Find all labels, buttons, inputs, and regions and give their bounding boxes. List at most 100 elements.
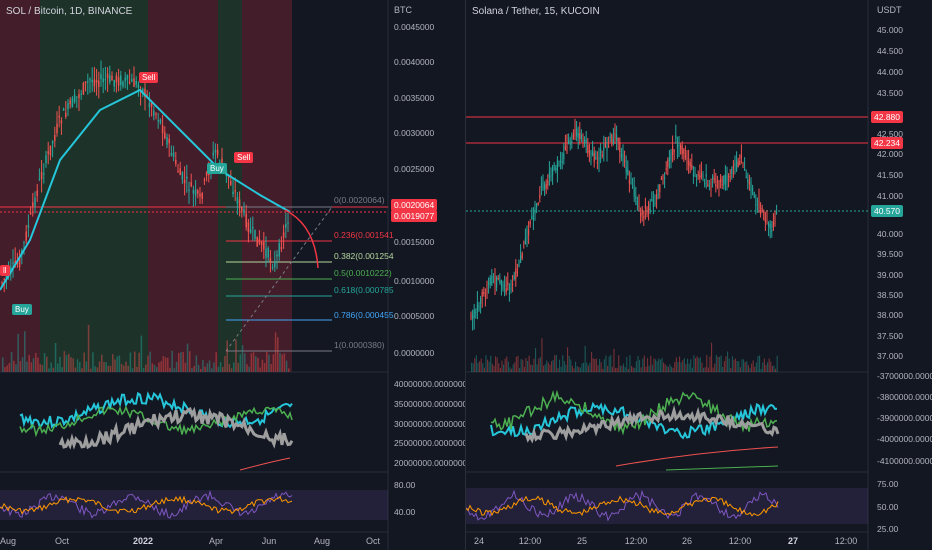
volume-bar xyxy=(699,357,701,372)
volume-bar xyxy=(213,362,215,372)
volume-bar xyxy=(215,352,217,372)
volume-bar xyxy=(239,354,242,372)
volume-bar xyxy=(8,362,11,372)
right-price-label: 38.000 xyxy=(877,310,903,320)
volume-bar xyxy=(482,362,484,372)
volume-bar xyxy=(107,365,110,372)
volume-bar xyxy=(288,368,290,372)
volume-bar xyxy=(730,367,732,372)
volume-bar xyxy=(579,367,581,372)
right-ind-label: -4000000.0000000 xyxy=(877,434,932,444)
volume-bar xyxy=(770,361,772,372)
indicator-step-line xyxy=(524,405,780,444)
volume-bar xyxy=(736,361,738,372)
volume-bar xyxy=(147,355,149,372)
volume-bar xyxy=(114,359,116,372)
candle-body xyxy=(752,187,754,192)
volume-bar xyxy=(109,365,112,372)
volume-bar xyxy=(490,355,492,372)
candle-body xyxy=(520,255,522,263)
volume-bar xyxy=(696,356,698,372)
candle-body xyxy=(689,162,691,167)
volume-bar xyxy=(544,364,546,372)
volume-bar xyxy=(167,357,169,372)
candle-body xyxy=(497,278,499,280)
candle-body xyxy=(705,174,707,177)
candle-body xyxy=(473,309,475,318)
volume-bar xyxy=(506,356,508,372)
volume-bar xyxy=(94,366,96,372)
right-time-label: 12:00 xyxy=(624,536,648,546)
candle-body xyxy=(476,302,478,312)
candle-body xyxy=(745,176,747,178)
volume-bar xyxy=(281,354,283,372)
right-price-label: 42.500 xyxy=(877,129,903,139)
candle-body xyxy=(606,147,608,151)
volume-bar xyxy=(693,355,695,372)
candle-body xyxy=(201,193,203,199)
volume-bar xyxy=(632,367,634,372)
candle-body xyxy=(65,112,67,117)
candle-body xyxy=(126,75,129,80)
volume-bar xyxy=(277,337,279,372)
volume-bar xyxy=(757,356,759,372)
candle-body xyxy=(571,141,573,143)
volume-bar xyxy=(24,331,26,372)
candle-body xyxy=(157,120,159,122)
volume-bar xyxy=(715,355,717,372)
volume-bar xyxy=(555,355,557,372)
candle-body xyxy=(636,200,638,206)
volume-bar xyxy=(41,365,44,372)
volume-bar xyxy=(539,357,541,372)
candle-body xyxy=(756,200,758,202)
volume-bar xyxy=(687,358,689,372)
candle-body xyxy=(739,160,741,166)
candle-body xyxy=(534,208,536,215)
volume-bar xyxy=(706,355,708,372)
volume-bar xyxy=(514,362,516,372)
volume-bar xyxy=(208,360,211,372)
volume-bar xyxy=(746,361,748,372)
volume-bar xyxy=(59,356,61,372)
volume-bar xyxy=(538,358,540,372)
volume-bar xyxy=(587,365,589,372)
volume-bar xyxy=(68,353,70,372)
fib-level-0236: 0.236(0.001541 xyxy=(334,230,394,240)
volume-bar xyxy=(63,351,66,372)
right-chart-canvas[interactable] xyxy=(466,0,932,550)
projection-arrow xyxy=(284,209,319,269)
volume-bar xyxy=(2,357,4,372)
candle-body xyxy=(287,222,289,224)
left-ind-label: 30000000.0000000 xyxy=(394,419,466,429)
left-chart-pane[interactable]: SOL / Bitcoin, 1D, BINANCE BTC 0.0045000… xyxy=(0,0,466,550)
volume-bar xyxy=(156,367,158,372)
candle-body xyxy=(260,242,263,246)
left-chart-canvas[interactable] xyxy=(0,0,466,550)
volume-bar xyxy=(576,366,578,372)
volume-bar xyxy=(773,365,775,372)
candle-body xyxy=(579,132,581,140)
volume-bar xyxy=(180,352,182,372)
candle-body xyxy=(638,205,640,210)
volume-bar xyxy=(142,368,145,372)
volume-bar xyxy=(635,361,637,372)
fib-level-1: 1(0.0000380) xyxy=(334,340,385,350)
candle-body xyxy=(256,236,258,247)
candle-body xyxy=(600,148,602,153)
candle-body xyxy=(716,180,718,183)
candle-body xyxy=(760,210,762,214)
candle-body xyxy=(656,194,658,200)
volume-bar xyxy=(153,364,156,372)
volume-bar xyxy=(496,357,498,372)
volume-bar xyxy=(517,355,519,372)
right-price-label: 43.500 xyxy=(877,88,903,98)
candle-body xyxy=(729,176,731,178)
volume-bar xyxy=(599,359,601,372)
volume-bar xyxy=(134,351,136,372)
regime-band xyxy=(148,0,218,372)
candle-body xyxy=(611,134,613,145)
volume-bar xyxy=(52,367,55,372)
right-chart-pane[interactable]: Solana / Tether, 15, KUCOIN USDT 45.000 … xyxy=(466,0,932,550)
candle-body xyxy=(616,134,618,141)
candle-body xyxy=(137,84,140,88)
